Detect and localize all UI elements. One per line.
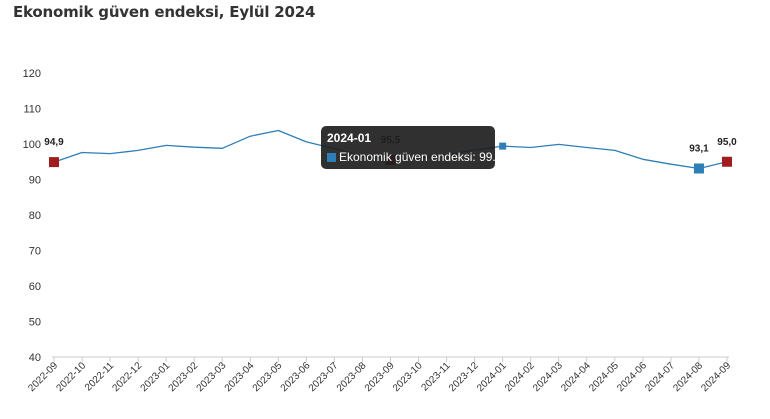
chart-title: Ekonomik güven endeksi, Eylül 2024: [13, 3, 316, 21]
x-tick-label: 2023-02: [167, 360, 201, 394]
x-tick-label: 2022-09: [26, 360, 60, 394]
x-tick-label: 2023-10: [391, 360, 425, 394]
y-tick-label: 60: [29, 281, 41, 293]
x-tick-label: 2024-09: [699, 360, 733, 394]
x-tick-label: 2023-09: [363, 360, 397, 394]
x-tick-label: 2023-04: [223, 360, 257, 394]
x-tick-label: 2023-06: [279, 360, 313, 394]
tooltip-row: Ekonomik güven endeksi: 99.4: [327, 149, 502, 165]
data-label: 93,1: [689, 143, 709, 154]
y-tick-label: 70: [29, 246, 41, 258]
x-tick-label: 2023-12: [447, 360, 481, 394]
x-tick-label: 2024-05: [587, 360, 621, 394]
chart-tooltip: 2024-01 Ekonomik güven endeksi: 99.4: [321, 126, 502, 169]
x-tick-label: 2024-04: [559, 360, 593, 394]
y-tick-label: 80: [29, 210, 41, 222]
x-tick-label: 2022-10: [54, 360, 88, 394]
x-tick-label: 2023-01: [139, 360, 173, 394]
hovered-point-marker: [499, 142, 507, 150]
data-point-marker: [722, 156, 732, 167]
x-tick-label: 2024-06: [615, 360, 649, 394]
x-tick-label: 2023-08: [335, 360, 369, 394]
data-label: 95,0: [717, 137, 737, 148]
data-label: 94,9: [44, 137, 64, 148]
y-tick-label: 100: [23, 139, 41, 151]
x-tick-label: 2024-01: [475, 360, 509, 394]
x-tick-label: 2023-05: [251, 360, 285, 394]
y-tick-label: 110: [23, 104, 41, 116]
tooltip-date: 2024-01: [327, 131, 372, 145]
y-tick-label: 40: [29, 352, 41, 364]
data-point-marker: [693, 163, 704, 174]
x-tick-label: 2023-03: [195, 360, 229, 394]
y-tick-label: 120: [23, 68, 41, 80]
x-tick-label: 2024-07: [643, 360, 677, 394]
y-tick-label: 50: [29, 317, 41, 329]
x-tick-label: 2024-08: [671, 360, 705, 394]
x-tick-label: 2024-02: [503, 360, 537, 394]
tooltip-label: Ekonomik güven endeksi: 99.4: [339, 150, 503, 164]
data-point-marker: [49, 157, 59, 168]
x-tick-label: 2024-03: [531, 360, 565, 394]
x-tick-label: 2022-12: [111, 360, 145, 394]
tooltip-series-swatch: [327, 153, 336, 162]
x-tick-label: 2023-07: [307, 360, 341, 394]
y-tick-label: 90: [29, 175, 41, 187]
